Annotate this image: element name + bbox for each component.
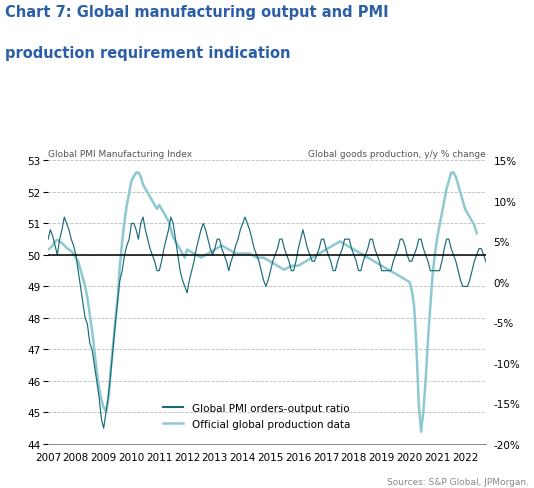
Text: production requirement indication: production requirement indication <box>5 46 291 61</box>
Text: Sources: S&P Global, JPMorgan.: Sources: S&P Global, JPMorgan. <box>387 477 529 486</box>
Text: Chart 7: Global manufacturing output and PMI: Chart 7: Global manufacturing output and… <box>5 5 389 20</box>
Text: Global PMI Manufacturing Index: Global PMI Manufacturing Index <box>48 150 192 159</box>
Legend: Global PMI orders-output ratio, Official global production data: Global PMI orders-output ratio, Official… <box>159 399 354 433</box>
Text: Global goods production, y/y % change: Global goods production, y/y % change <box>308 150 486 159</box>
